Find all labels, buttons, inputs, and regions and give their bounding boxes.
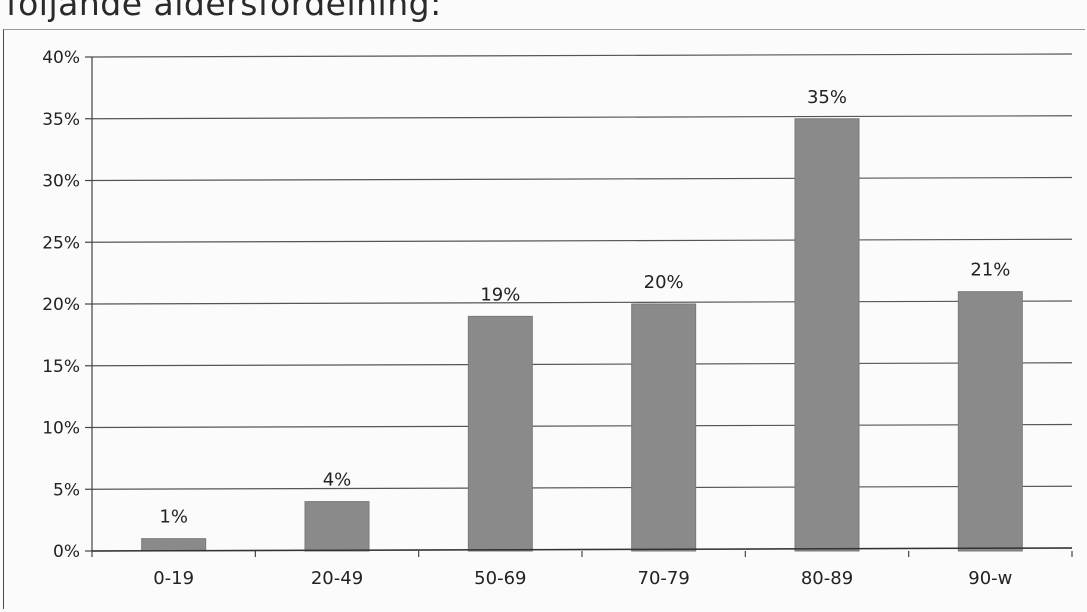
gridline (91, 485, 1073, 490)
y-tick-label: 25% (42, 233, 80, 253)
y-tick-label: 0% (53, 542, 80, 562)
x-category-label: 0-19 (153, 568, 194, 589)
gridline (91, 362, 1073, 367)
data-label: 20% (644, 272, 684, 293)
y-tick-label: 5% (53, 480, 80, 500)
y-tick-label: 40% (42, 48, 80, 68)
y-tick-label: 20% (42, 295, 80, 315)
y-tick-label: 30% (42, 172, 80, 192)
x-category-label: 80-89 (801, 568, 853, 589)
gridline (91, 53, 1073, 58)
x-category-label: 20-49 (311, 568, 363, 589)
gridline (91, 423, 1073, 429)
data-label: 1% (159, 507, 188, 528)
x-category-label: 50-69 (474, 568, 526, 589)
data-label: 35% (807, 87, 847, 108)
gridline (91, 300, 1073, 305)
bar-20-49 (304, 501, 370, 552)
y-tick-label: 10% (42, 419, 80, 439)
chart-frame (3, 29, 1085, 609)
gridline (91, 176, 1073, 182)
y-tick-label: 35% (42, 110, 80, 130)
bar-80-89 (794, 118, 860, 552)
data-label: 21% (970, 260, 1010, 281)
data-label: 4% (323, 470, 352, 491)
bar-50-69 (467, 315, 533, 552)
bar-90-w (957, 291, 1023, 552)
data-label: 19% (480, 284, 520, 305)
gridline (91, 115, 1073, 120)
x-category-label: 90-w (968, 568, 1012, 589)
caption-text: följande åldersfördelning: (6, 0, 442, 23)
bar-70-79 (631, 303, 697, 552)
x-axis-line (91, 547, 1073, 552)
bar-0-19 (141, 538, 207, 552)
x-category-label: 70-79 (638, 568, 690, 589)
y-tick-label: 15% (42, 357, 80, 377)
gridline (91, 238, 1073, 243)
